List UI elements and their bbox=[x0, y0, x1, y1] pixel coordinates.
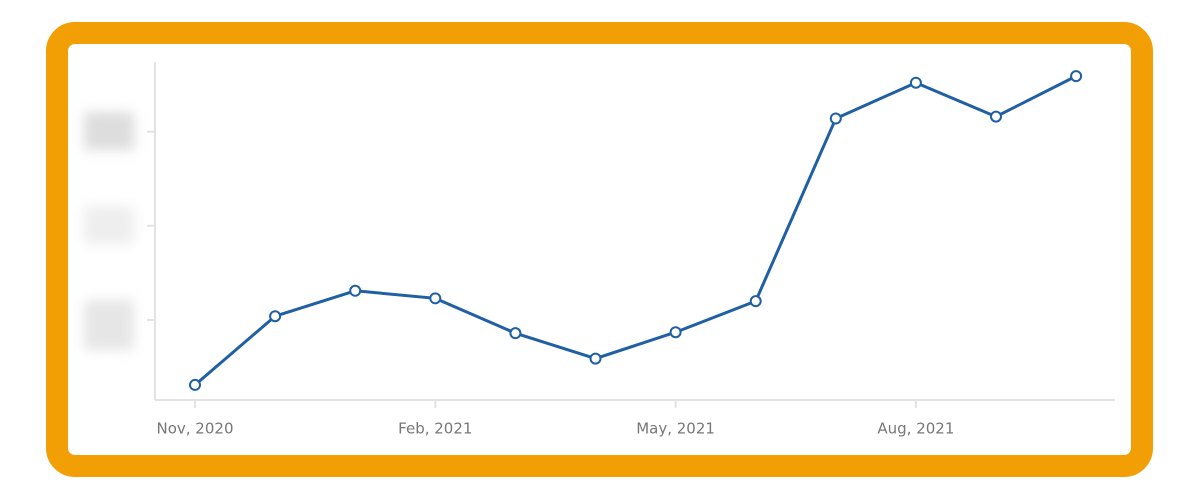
data-point bbox=[829, 112, 842, 125]
x-tick-label: Feb, 2021 bbox=[398, 420, 472, 438]
x-tick-label: Aug, 2021 bbox=[877, 420, 954, 438]
data-line bbox=[194, 74, 1077, 387]
data-point bbox=[349, 284, 362, 297]
x-tick-label: May, 2021 bbox=[636, 420, 715, 438]
data-point bbox=[429, 292, 442, 305]
data-point bbox=[1070, 70, 1083, 83]
x-tick-label: Nov, 2020 bbox=[157, 420, 234, 438]
data-point bbox=[909, 76, 922, 89]
frame bbox=[46, 22, 1153, 477]
data-point bbox=[589, 352, 602, 365]
blurred-labels bbox=[84, 112, 134, 350]
data-point bbox=[189, 378, 201, 391]
data-point bbox=[269, 310, 282, 323]
data-point bbox=[509, 327, 522, 340]
data-point bbox=[990, 110, 1002, 123]
data-point bbox=[669, 326, 682, 339]
data-point bbox=[749, 295, 762, 308]
